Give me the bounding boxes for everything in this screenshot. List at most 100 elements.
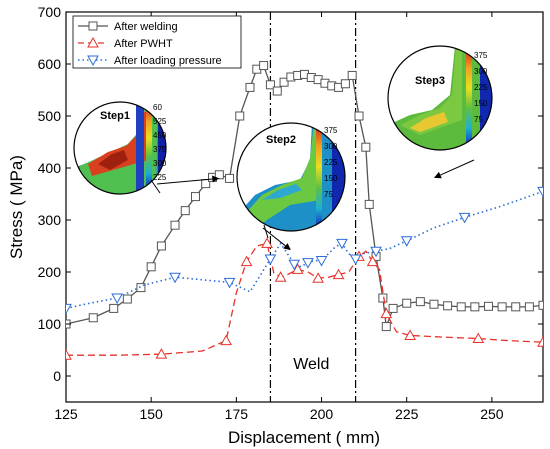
colorbar-label: 525 [153,117,167,126]
data-point [88,313,98,323]
data-point [240,255,253,267]
colorbar-label: 225 [474,83,488,92]
colorbar-label: 225 [324,158,338,167]
data-point [155,348,168,359]
colorbar-label: 150 [474,99,488,108]
data-point [279,77,289,87]
data-point [264,254,277,266]
colorbar-label: 450 [153,131,167,140]
data-point [404,329,416,340]
colorbar-label: 75 [474,115,483,124]
x-tick-label: 150 [139,406,163,422]
colorbar-label: 375 [153,145,167,154]
inset-step3-title: Step3 [415,75,445,87]
data-point [146,262,156,272]
data-point [265,80,275,90]
data-point [225,173,235,183]
data-point [378,293,388,303]
data-point [354,111,364,121]
legend-label-welding: After welding [114,21,178,33]
data-point [340,79,350,89]
data-point [443,301,453,311]
data-point [483,301,493,311]
plot-frame [65,11,544,403]
inset-arrow [156,178,213,185]
y-tick-label: 0 [53,368,61,384]
legend-label-loading: After loading pressure [114,55,222,67]
inset-step3: Step3 375 300 225 150 75 [387,45,493,151]
y-tick-label: 600 [38,56,62,72]
inset-step1-title: Step1 [100,110,130,122]
data-point [380,307,393,319]
data-point [180,206,190,216]
legend-label-pwht: After PWHT [114,38,173,50]
data-point [109,303,119,313]
data-point [156,241,166,251]
data-point [537,186,543,198]
data-point [415,297,425,307]
inset-arrow-head [283,243,291,251]
x-tick-label: 225 [395,406,419,422]
data-point [332,268,345,280]
colorbar-label: 300 [153,159,167,168]
data-point [169,272,181,284]
data-point [511,302,521,312]
y-tick-label: 500 [38,108,62,124]
data-point [223,277,236,289]
x-tick-label: 125 [54,406,78,422]
weld-annotation: Weld [293,356,329,373]
data-point [122,294,132,304]
data-point [364,199,374,209]
data-point [66,303,72,315]
data-point [190,192,200,202]
data-point [524,302,534,312]
data-point [370,246,382,258]
data-point [538,300,543,310]
colorbar-label: 375 [474,51,488,60]
data-point [288,259,301,271]
data-point [315,256,328,267]
data-point [336,238,348,250]
data-point [312,272,324,283]
colorbar-label: 75 [324,190,333,199]
y-tick-label: 700 [38,4,62,20]
data-point [259,61,269,71]
colorbar-label: 150 [324,174,338,183]
data-point [537,336,543,347]
legend-marker-welding [88,21,98,31]
inset-arrow [440,159,475,176]
y-tick-label: 200 [38,264,62,280]
inset-arrow [262,227,286,247]
data-point [245,82,255,92]
data-point [272,86,282,96]
data-point [302,258,314,269]
y-axis-title: Stress ( MPa) [7,155,26,259]
data-point [470,302,480,312]
data-point [291,263,304,274]
inset-step2-title: Step2 [266,134,296,146]
inset-arrow-head [212,175,220,183]
inset-arrow-head [433,171,442,179]
data-point [456,302,466,312]
data-point [366,255,379,267]
data-point [170,220,180,230]
x-tick-label: 250 [480,406,504,422]
legend-marker-pwht [87,36,99,48]
colorbar-label: 375 [324,126,338,135]
data-point [400,236,413,247]
y-tick-label: 400 [38,160,62,176]
colorbar-label: 300 [474,67,488,76]
x-tick-label: 175 [225,406,249,422]
data-point [458,212,471,224]
data-point [429,299,439,309]
data-point [214,170,224,180]
colorbar-label: 60 [153,103,162,112]
data-point [381,322,391,332]
data-point [349,254,362,266]
y-tick-label: 300 [38,212,62,228]
data-point [220,334,232,346]
colorbar-label: 225 [153,173,167,182]
data-point [261,237,273,248]
